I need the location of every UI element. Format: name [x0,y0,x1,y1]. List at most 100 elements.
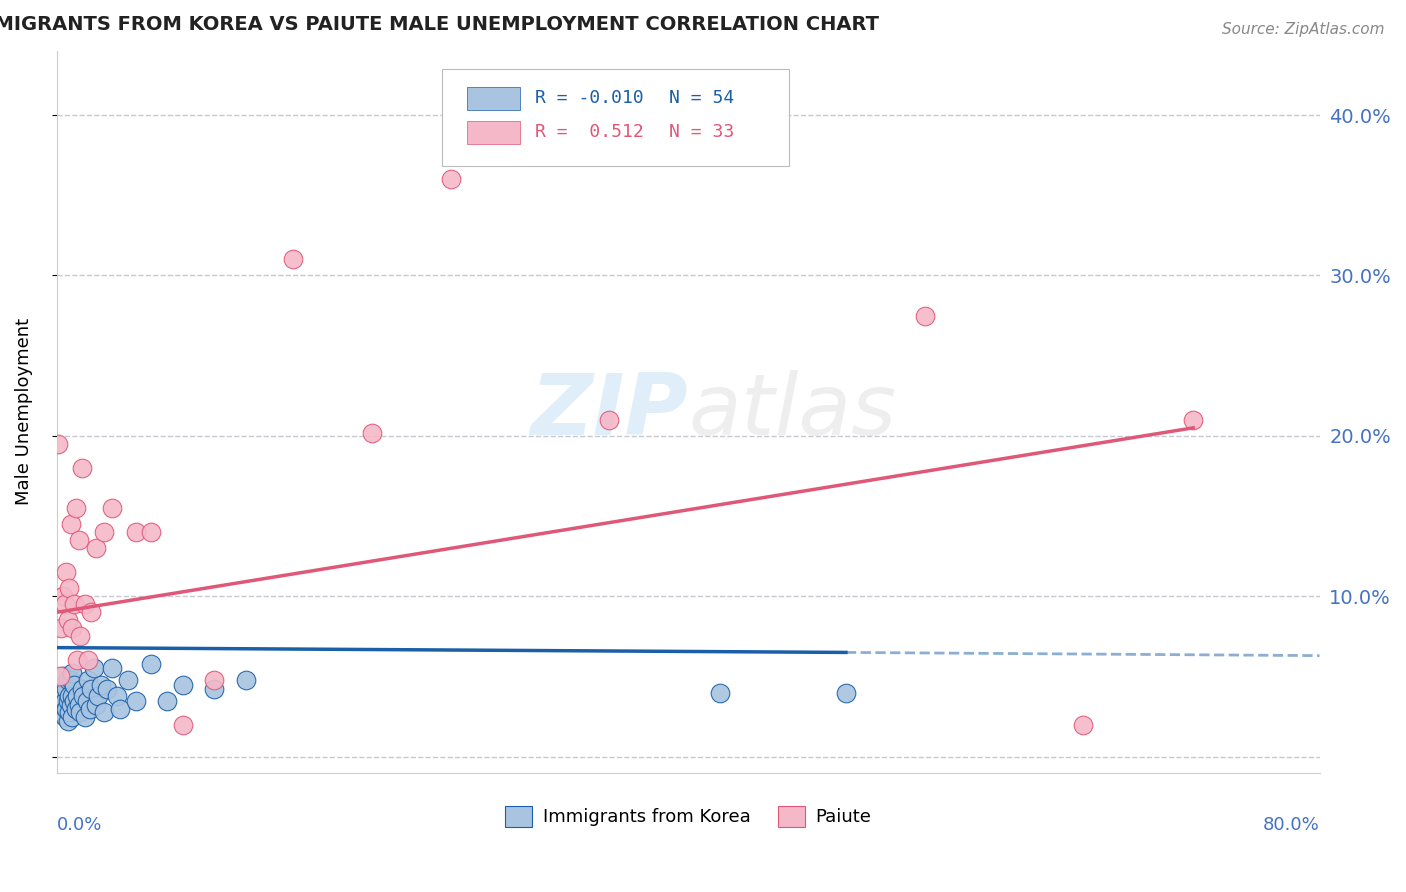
Point [79,701,101,715]
Point [77,673,100,687]
Point [96,682,118,697]
Point [51,689,73,703]
Point [835,685,858,699]
Point [105,689,128,703]
Point [53,677,76,691]
Text: 80.0%: 80.0% [1263,816,1319,834]
FancyBboxPatch shape [467,87,520,110]
Point [93,705,115,719]
Point [49,693,72,707]
Point [56,693,79,707]
Point [93,525,115,540]
Point [80,682,103,697]
Point [108,701,131,715]
Text: Source: ZipAtlas.com: Source: ZipAtlas.com [1222,22,1385,37]
Point [65,501,87,516]
Point [80,605,103,619]
Point [55,682,77,697]
Point [60,621,83,635]
Point [51,705,73,719]
Point [124,693,146,707]
Point [56,613,79,627]
Point [117,673,139,687]
Point [58,705,80,719]
Point [124,525,146,540]
Point [51,621,73,635]
Point [56,673,79,687]
Point [60,666,83,681]
Point [84,698,107,713]
Text: ZIP: ZIP [530,370,688,453]
Text: R = -0.010: R = -0.010 [536,89,644,107]
Point [283,252,305,267]
Point [63,677,86,691]
Point [172,677,194,691]
Point [914,309,936,323]
Point [49,677,72,691]
Point [56,714,79,729]
Point [361,425,384,440]
Point [67,698,90,713]
Point [598,413,620,427]
Point [204,673,226,687]
Point [52,682,75,697]
Point [70,682,93,697]
Point [72,689,94,703]
Point [156,693,179,707]
Point [204,682,226,697]
Point [73,597,96,611]
Point [53,597,76,611]
Point [709,685,731,699]
Point [86,689,108,703]
Text: N = 33: N = 33 [669,123,734,142]
Point [60,689,83,703]
Point [84,541,107,556]
Point [1071,717,1094,731]
Point [55,701,77,715]
Point [141,657,163,671]
Point [49,669,72,683]
Point [52,589,75,603]
Point [59,673,82,687]
Point [55,565,77,579]
Point [66,689,89,703]
Point [101,501,124,516]
Point [69,705,91,719]
Point [172,717,194,731]
Point [70,461,93,475]
Point [58,581,80,595]
Point [1182,413,1205,427]
Point [46,685,69,699]
Y-axis label: Male Unemployment: Male Unemployment [15,318,32,506]
Text: R =  0.512: R = 0.512 [536,123,644,142]
Point [440,172,463,186]
Point [67,533,90,548]
Text: IMMIGRANTS FROM KOREA VS PAIUTE MALE UNEMPLOYMENT CORRELATION CHART: IMMIGRANTS FROM KOREA VS PAIUTE MALE UNE… [0,15,879,34]
Point [59,517,82,532]
Point [58,689,80,703]
Point [60,709,83,723]
Legend: Immigrants from Korea, Paiute: Immigrants from Korea, Paiute [496,797,880,836]
Point [52,698,75,713]
Point [73,709,96,723]
Text: 0.0%: 0.0% [56,816,103,834]
Point [76,693,98,707]
FancyBboxPatch shape [467,120,520,144]
Point [83,661,105,675]
Point [101,661,124,675]
Point [69,629,91,643]
Point [46,437,69,451]
Point [63,597,86,611]
Text: N = 54: N = 54 [669,89,734,107]
Point [90,677,112,691]
Point [52,669,75,683]
Text: atlas: atlas [688,370,896,453]
Point [63,693,86,707]
Point [235,673,257,687]
Point [141,525,163,540]
Point [53,693,76,707]
Point [53,709,76,723]
Point [59,698,82,713]
Point [65,701,87,715]
FancyBboxPatch shape [441,69,789,166]
